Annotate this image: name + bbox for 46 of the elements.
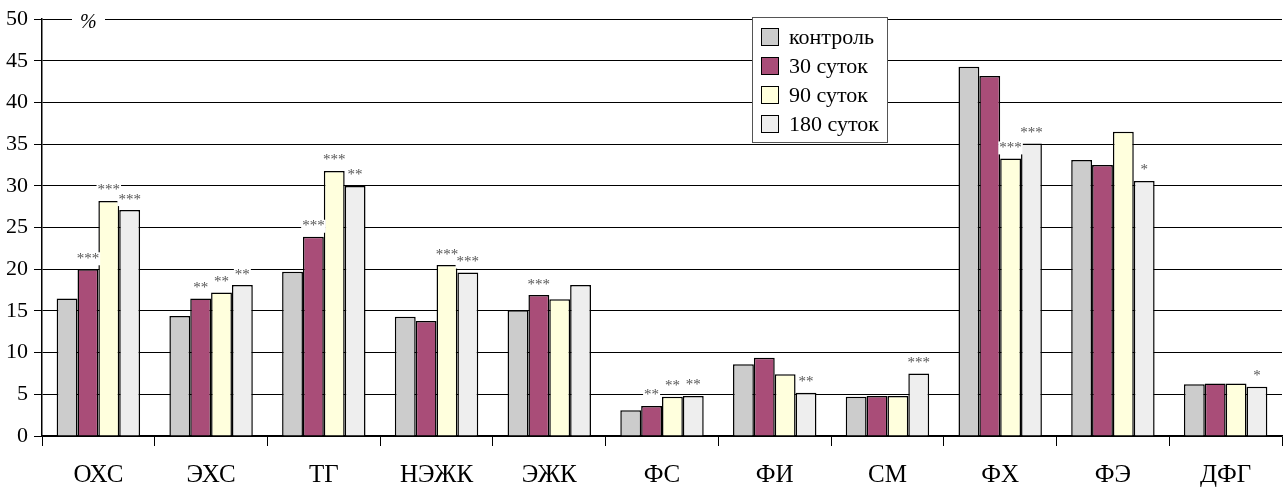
x-tick-label: НЭЖК (400, 459, 474, 487)
x-tick-label: ТГ (308, 459, 339, 487)
data-label: *** (907, 353, 930, 370)
data-label: ** (798, 373, 814, 390)
y-tick-label: 45 (6, 46, 28, 72)
legend-label: 180 суток (789, 110, 879, 137)
x-tick-label: ФИ (755, 459, 794, 487)
data-label: ** (234, 265, 250, 282)
data-label: *** (1020, 123, 1043, 140)
y-tick-label: 35 (6, 130, 28, 156)
data-label: *** (527, 275, 551, 292)
y-axis-title: % (72, 10, 105, 33)
x-tick-label: ЭЖК (521, 459, 578, 487)
y-tick-label: 25 (6, 213, 28, 239)
data-label: ** (214, 273, 230, 290)
data-label: * (1253, 367, 1261, 384)
x-tick-label: ОХС (73, 459, 124, 487)
y-tick-label: 40 (6, 88, 28, 114)
y-tick-label: 15 (6, 296, 28, 322)
legend-label: контроль (789, 23, 874, 50)
y-tick-label: 20 (6, 255, 28, 281)
data-label: *** (302, 217, 325, 234)
x-tick-label: СМ (868, 459, 907, 487)
data-label: *** (999, 138, 1022, 155)
y-tick-label: 5 (17, 380, 28, 406)
data-label: ** (664, 377, 680, 394)
y-tick-label: 50 (6, 4, 28, 30)
data-label: *** (76, 249, 100, 266)
y-tick-label: 10 (6, 338, 28, 364)
x-tick-label: ФЭ (1094, 459, 1132, 487)
data-label: ** (193, 278, 209, 295)
data-label: ** (685, 376, 701, 393)
x-tick-label: ФХ (981, 459, 1020, 487)
x-tick-label: ФС (643, 459, 681, 487)
data-label: *** (456, 253, 480, 270)
data-label: * (1140, 161, 1148, 178)
legend-label: 90 суток (789, 81, 868, 108)
data-label: ** (347, 166, 363, 183)
data-label: *** (118, 190, 141, 207)
y-tick-label: 30 (6, 171, 28, 197)
y-tick-label: 0 (17, 421, 28, 447)
data-label: *** (323, 151, 346, 168)
x-tick-label: ЭХС (186, 459, 236, 487)
x-tick-label: ДФГ (1200, 459, 1252, 487)
legend-label: 30 суток (789, 52, 868, 79)
data-label: ** (644, 386, 660, 403)
